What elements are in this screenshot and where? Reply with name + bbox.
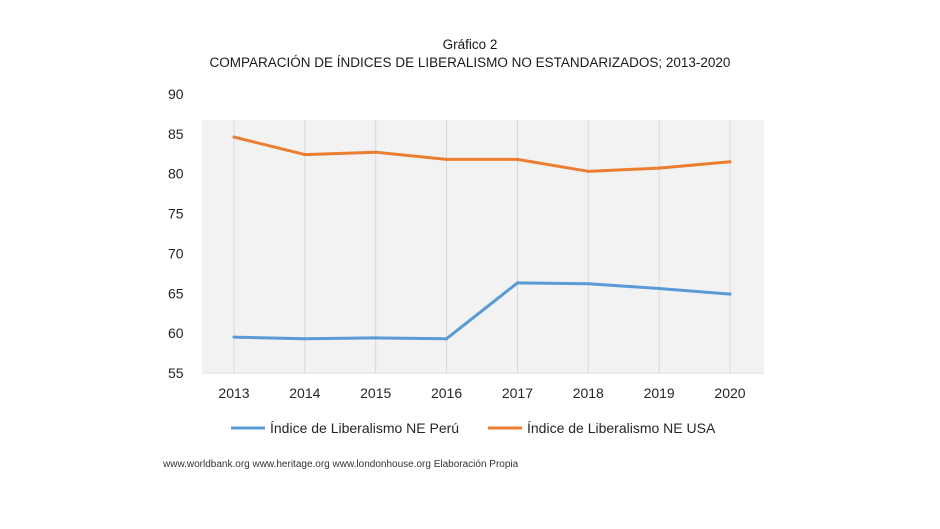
source-note: www.worldbank.org www.heritage.org www.l… [163, 459, 519, 470]
data-point-0-2018 [586, 282, 590, 286]
x-tick-label-2014: 2014 [289, 385, 320, 401]
data-point-1-2016 [445, 157, 449, 161]
data-point-1-2017 [515, 157, 519, 161]
y-tick-label-75: 75 [168, 206, 184, 222]
y-tick-label-65: 65 [168, 285, 184, 301]
data-point-0-2013 [232, 335, 236, 339]
x-tick-label-2020: 2020 [714, 385, 745, 401]
data-point-1-2020 [728, 160, 732, 164]
series-lines [232, 135, 732, 341]
data-point-1-2013 [232, 135, 236, 139]
legend: Índice de Liberalismo NE Perú Índice de L… [231, 420, 716, 436]
y-tick-label-90: 90 [168, 86, 184, 102]
data-point-1-2018 [586, 169, 590, 173]
y-tick-label-80: 80 [168, 166, 184, 182]
x-axis-ticks: 2013 2014 2015 2016 2017 2018 2019 2020 [218, 385, 745, 401]
data-point-1-2015 [374, 150, 378, 154]
y-tick-label-85: 85 [168, 126, 184, 142]
x-tick-label-2015: 2015 [360, 385, 391, 401]
plot-area [202, 120, 764, 372]
data-point-0-2016 [445, 337, 449, 341]
data-point-0-2014 [303, 337, 307, 341]
legend-label-0: Índice de Liberalismo NE Perú [270, 420, 459, 436]
data-point-1-2019 [657, 166, 661, 170]
y-axis-ticks: 90 85 80 75 70 65 60 55 [168, 86, 184, 381]
series-line-0 [232, 281, 732, 341]
chart-title: Gráfico 2 [442, 37, 498, 52]
y-tick-label-60: 60 [168, 325, 184, 341]
data-point-1-2014 [303, 153, 307, 157]
x-tick-label-2018: 2018 [573, 385, 604, 401]
x-tick-label-2019: 2019 [644, 385, 675, 401]
y-tick-label-55: 55 [168, 365, 184, 381]
y-tick-label-70: 70 [168, 245, 184, 261]
gridlines [202, 120, 764, 374]
x-tick-label-2016: 2016 [431, 385, 462, 401]
data-point-0-2019 [657, 287, 661, 291]
legend-label-1: Índice de Liberalismo NE USA [527, 420, 716, 436]
data-point-0-2015 [374, 336, 378, 340]
x-tick-label-2013: 2013 [218, 385, 249, 401]
data-point-0-2020 [728, 292, 732, 296]
x-tick-label-2017: 2017 [502, 385, 533, 401]
series-line-1 [232, 135, 732, 173]
data-point-0-2017 [515, 281, 519, 285]
chart-subtitle: COMPARACIÓN DE ÍNDICES DE LIBERALISMO NO… [209, 55, 731, 70]
